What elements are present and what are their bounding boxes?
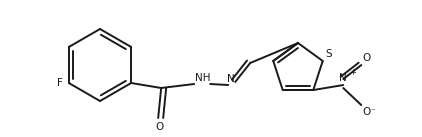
Text: O: O [362, 53, 371, 63]
Text: F: F [57, 78, 63, 88]
Text: ⁻: ⁻ [370, 107, 375, 116]
Text: NH: NH [195, 73, 211, 83]
Text: N: N [227, 74, 235, 84]
Text: N: N [339, 73, 347, 83]
Text: O: O [362, 107, 371, 117]
Text: S: S [326, 49, 333, 59]
Text: O: O [155, 122, 163, 132]
Text: +: + [349, 68, 356, 77]
